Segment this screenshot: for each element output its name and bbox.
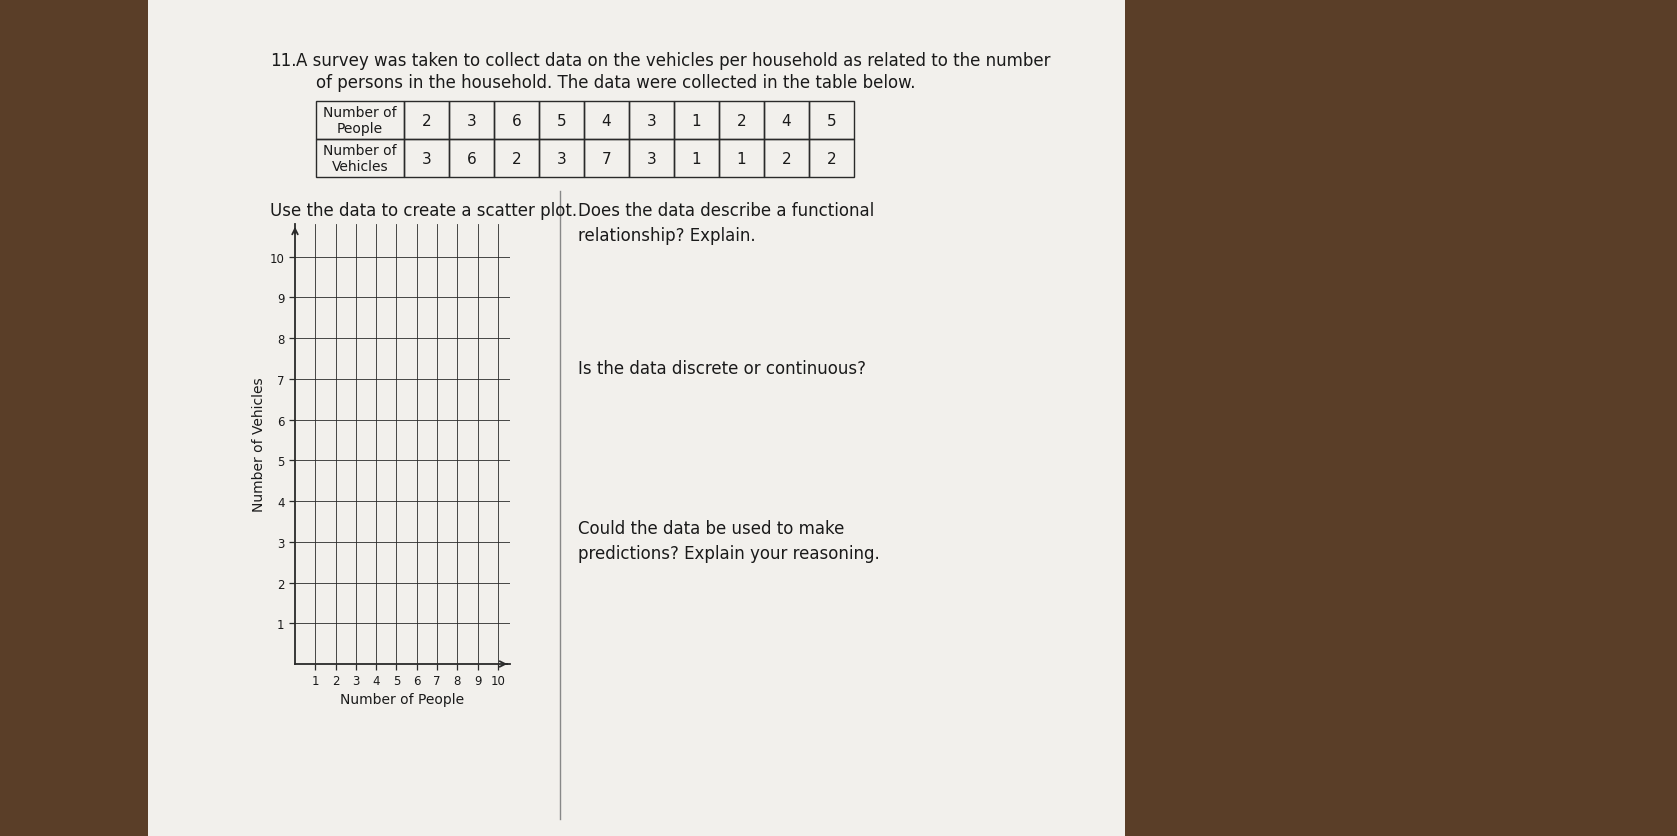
Text: 2: 2 [827,151,837,166]
Text: 3: 3 [557,151,567,166]
Text: 1: 1 [736,151,746,166]
Text: Is the data discrete or continuous?: Is the data discrete or continuous? [579,359,865,378]
Text: 3: 3 [647,114,656,129]
Text: Number of
Vehicles: Number of Vehicles [324,144,397,174]
Text: 11.: 11. [270,52,297,70]
Text: 7: 7 [602,151,612,166]
FancyBboxPatch shape [1125,0,1677,836]
Text: 5: 5 [557,114,567,129]
Text: 1: 1 [691,151,701,166]
Text: 3: 3 [421,151,431,166]
Text: 4: 4 [602,114,612,129]
Text: A survey was taken to collect data on the vehicles per household as related to t: A survey was taken to collect data on th… [297,52,1050,70]
Text: 6: 6 [511,114,522,129]
Text: 4: 4 [781,114,792,129]
Text: 2: 2 [736,114,746,129]
X-axis label: Number of People: Number of People [340,691,465,706]
Text: 3: 3 [647,151,656,166]
Text: 2: 2 [421,114,431,129]
Text: 2: 2 [781,151,792,166]
Text: 5: 5 [827,114,837,129]
Text: Use the data to create a scatter plot.: Use the data to create a scatter plot. [270,201,577,220]
Y-axis label: Number of Vehicles: Number of Vehicles [252,377,265,512]
Text: 3: 3 [466,114,476,129]
Text: Could the data be used to make
predictions? Explain your reasoning.: Could the data be used to make predictio… [579,519,880,563]
FancyBboxPatch shape [148,0,1125,836]
Text: 6: 6 [466,151,476,166]
Text: 1: 1 [691,114,701,129]
Text: of persons in the household. The data were collected in the table below.: of persons in the household. The data we… [315,74,916,92]
Text: Does the data describe a functional
relationship? Explain.: Does the data describe a functional rela… [579,201,874,245]
Text: 2: 2 [511,151,522,166]
Text: Number of
People: Number of People [324,106,397,136]
